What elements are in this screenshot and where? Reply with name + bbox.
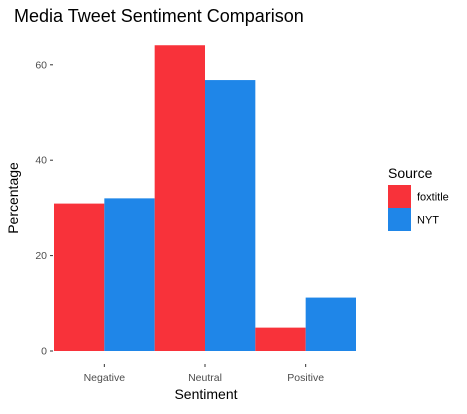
y-axis-title: Percentage: [5, 162, 21, 234]
chart-title: Media Tweet Sentiment Comparison: [14, 6, 304, 26]
y-tick-label: 20: [35, 250, 47, 262]
legend: Source foxtitle NYT: [388, 165, 449, 231]
bar-foxtitle-negative: [54, 203, 105, 351]
bar-foxtitle-neutral: [154, 45, 205, 351]
y-tick-label: 40: [35, 155, 47, 167]
legend-label-foxtitle: foxtitle: [417, 192, 449, 204]
y-tick-label: 60: [35, 59, 47, 71]
bar-nyt-neutral: [205, 80, 256, 352]
x-tick-label: Negative: [84, 372, 126, 384]
legend-label-nyt: NYT: [417, 215, 439, 227]
y-tick-label: 0: [41, 346, 47, 358]
legend-title: Source: [388, 165, 433, 181]
bar-nyt-positive: [305, 297, 356, 351]
x-tick-label: Positive: [287, 372, 324, 384]
legend-key-nyt: [388, 208, 411, 231]
x-tick-label: Neutral: [188, 372, 222, 384]
bar-nyt-negative: [104, 198, 155, 351]
x-axis-title: Sentiment: [174, 386, 237, 402]
legend-key-foxtitle: [388, 185, 411, 208]
plot-area: 0 20 40 60 Negative Neutral Positive: [35, 45, 356, 384]
bar-foxtitle-positive: [255, 327, 306, 351]
